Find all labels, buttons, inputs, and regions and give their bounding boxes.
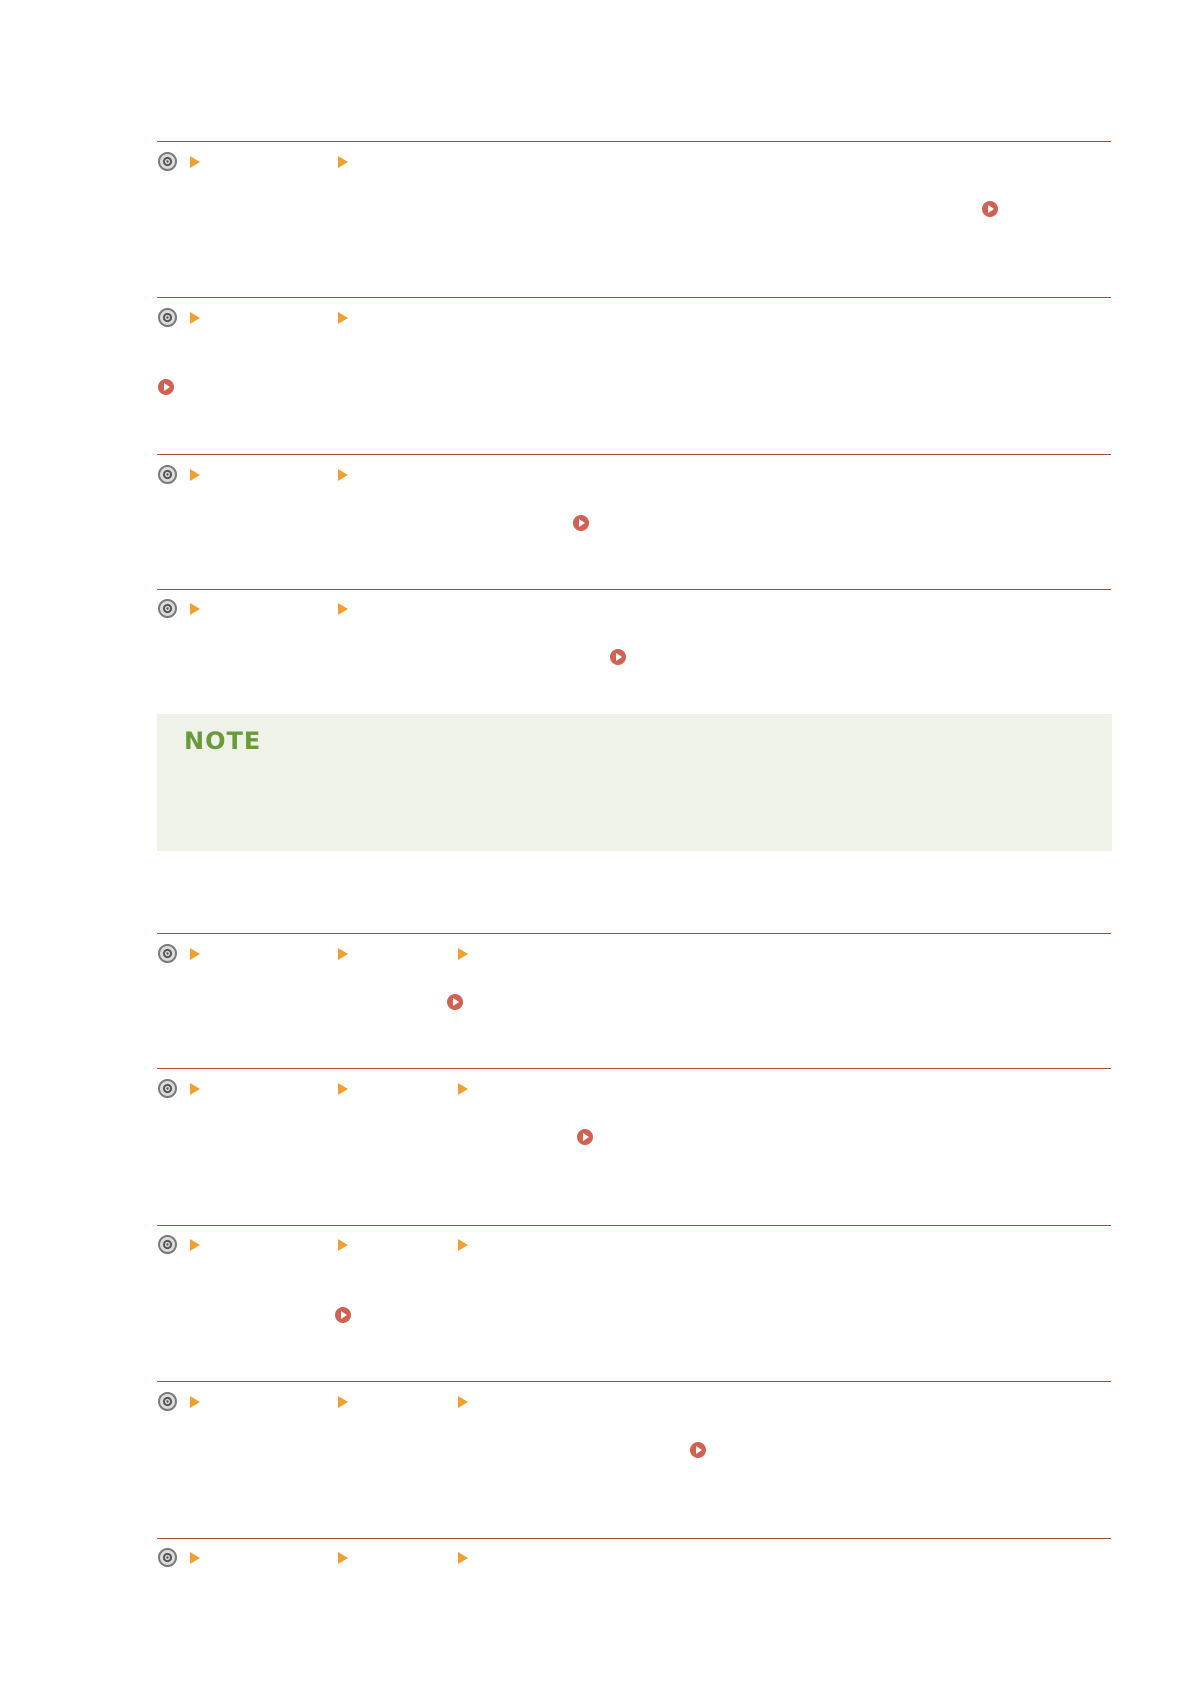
breadcrumb-arrow-icon	[458, 1083, 468, 1095]
breadcrumb-arrow-icon	[338, 156, 348, 168]
breadcrumb-arrow-icon	[338, 1396, 348, 1408]
breadcrumb-arrow-icon	[458, 948, 468, 960]
settings-icon	[158, 1235, 177, 1254]
settings-icon	[158, 944, 177, 963]
section-divider	[157, 1381, 1111, 1382]
breadcrumb-arrow-icon	[338, 312, 348, 324]
link-icon[interactable]	[158, 379, 174, 395]
breadcrumb-arrow-icon	[190, 312, 200, 324]
settings-icon	[158, 1079, 177, 1098]
settings-icon	[158, 1548, 177, 1567]
section-divider	[157, 1225, 1111, 1226]
breadcrumb-arrow-icon	[338, 603, 348, 615]
section-divider	[157, 297, 1111, 298]
link-icon[interactable]	[610, 649, 626, 665]
breadcrumb-arrow-icon	[458, 1239, 468, 1251]
section-divider	[157, 1538, 1111, 1539]
breadcrumb-arrow-icon	[190, 469, 200, 481]
breadcrumb-arrow-icon	[458, 1552, 468, 1564]
breadcrumb-arrow-icon	[190, 1552, 200, 1564]
breadcrumb-arrow-icon	[338, 1083, 348, 1095]
link-icon[interactable]	[982, 201, 998, 217]
section-divider	[157, 589, 1111, 590]
section-divider	[157, 1068, 1111, 1069]
link-icon[interactable]	[577, 1129, 593, 1145]
section-divider	[157, 933, 1111, 934]
settings-icon	[158, 152, 177, 171]
note-title: NOTE	[184, 727, 262, 755]
breadcrumb-arrow-icon	[190, 603, 200, 615]
link-icon[interactable]	[573, 515, 589, 531]
breadcrumb-arrow-icon	[338, 1239, 348, 1251]
note-box: NOTE	[157, 714, 1112, 851]
settings-icon	[158, 599, 177, 618]
link-icon[interactable]	[335, 1307, 351, 1323]
breadcrumb-arrow-icon	[190, 1083, 200, 1095]
breadcrumb-arrow-icon	[338, 469, 348, 481]
breadcrumb-arrow-icon	[190, 948, 200, 960]
link-icon[interactable]	[447, 994, 463, 1010]
link-icon[interactable]	[690, 1442, 706, 1458]
breadcrumb-arrow-icon	[190, 1239, 200, 1251]
settings-icon	[158, 308, 177, 327]
settings-icon	[158, 465, 177, 484]
breadcrumb-arrow-icon	[190, 156, 200, 168]
section-divider	[157, 141, 1111, 142]
breadcrumb-arrow-icon	[458, 1396, 468, 1408]
breadcrumb-arrow-icon	[190, 1396, 200, 1408]
breadcrumb-arrow-icon	[338, 948, 348, 960]
settings-icon	[158, 1392, 177, 1411]
breadcrumb-arrow-icon	[338, 1552, 348, 1564]
section-divider	[157, 454, 1111, 455]
